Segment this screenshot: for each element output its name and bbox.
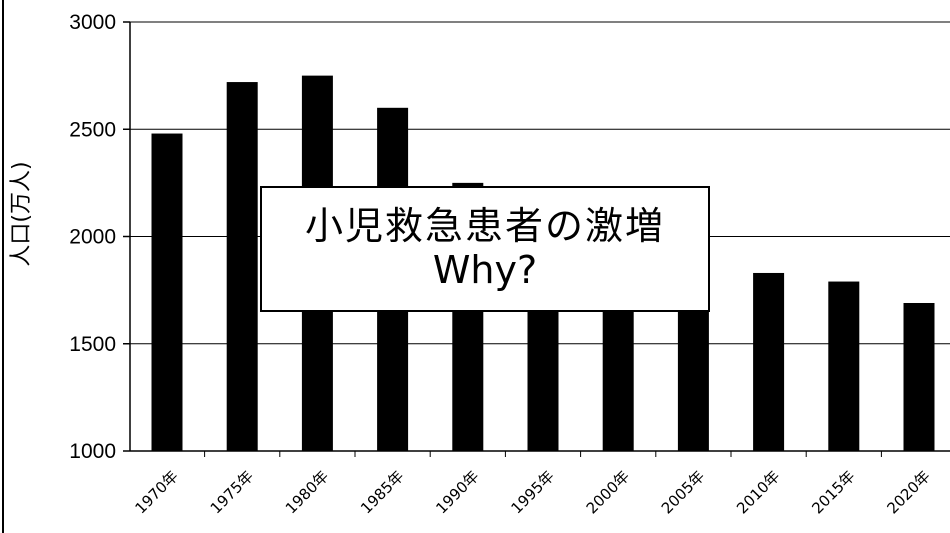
x-tick-label: 2010年 — [733, 467, 783, 517]
y-tick-label: 2500 — [69, 118, 116, 141]
overlay-headline: 小児救急患者の激増 — [304, 204, 665, 249]
y-tick-label: 3000 — [69, 11, 116, 34]
y-axis-label: 人口(万人) — [9, 161, 34, 266]
x-tick-label: 1985年 — [357, 467, 407, 517]
bar — [828, 281, 860, 451]
x-tick-label: 2005年 — [658, 467, 708, 517]
overlay-question: Why? — [432, 248, 538, 292]
x-tick-label: 2015年 — [808, 467, 858, 517]
x-tick-label: 1975年 — [207, 467, 257, 517]
x-tick-label: 1995年 — [507, 467, 557, 517]
x-tick-label: 2020年 — [883, 467, 933, 517]
x-tick-label: 1970年 — [131, 467, 181, 517]
y-tick-label: 1500 — [69, 333, 116, 356]
y-tick-label: 1000 — [69, 440, 116, 463]
bar — [903, 302, 935, 451]
x-tick-label: 2000年 — [583, 467, 633, 517]
x-tick-label: 1980年 — [282, 467, 332, 517]
bar — [677, 287, 709, 451]
title-overlay-box: 小児救急患者の激増 Why? — [260, 186, 710, 312]
y-tick-label: 2000 — [69, 226, 116, 249]
bar — [753, 272, 785, 451]
bar — [151, 133, 183, 452]
x-tick-label: 1990年 — [432, 467, 482, 517]
bar — [226, 82, 258, 451]
